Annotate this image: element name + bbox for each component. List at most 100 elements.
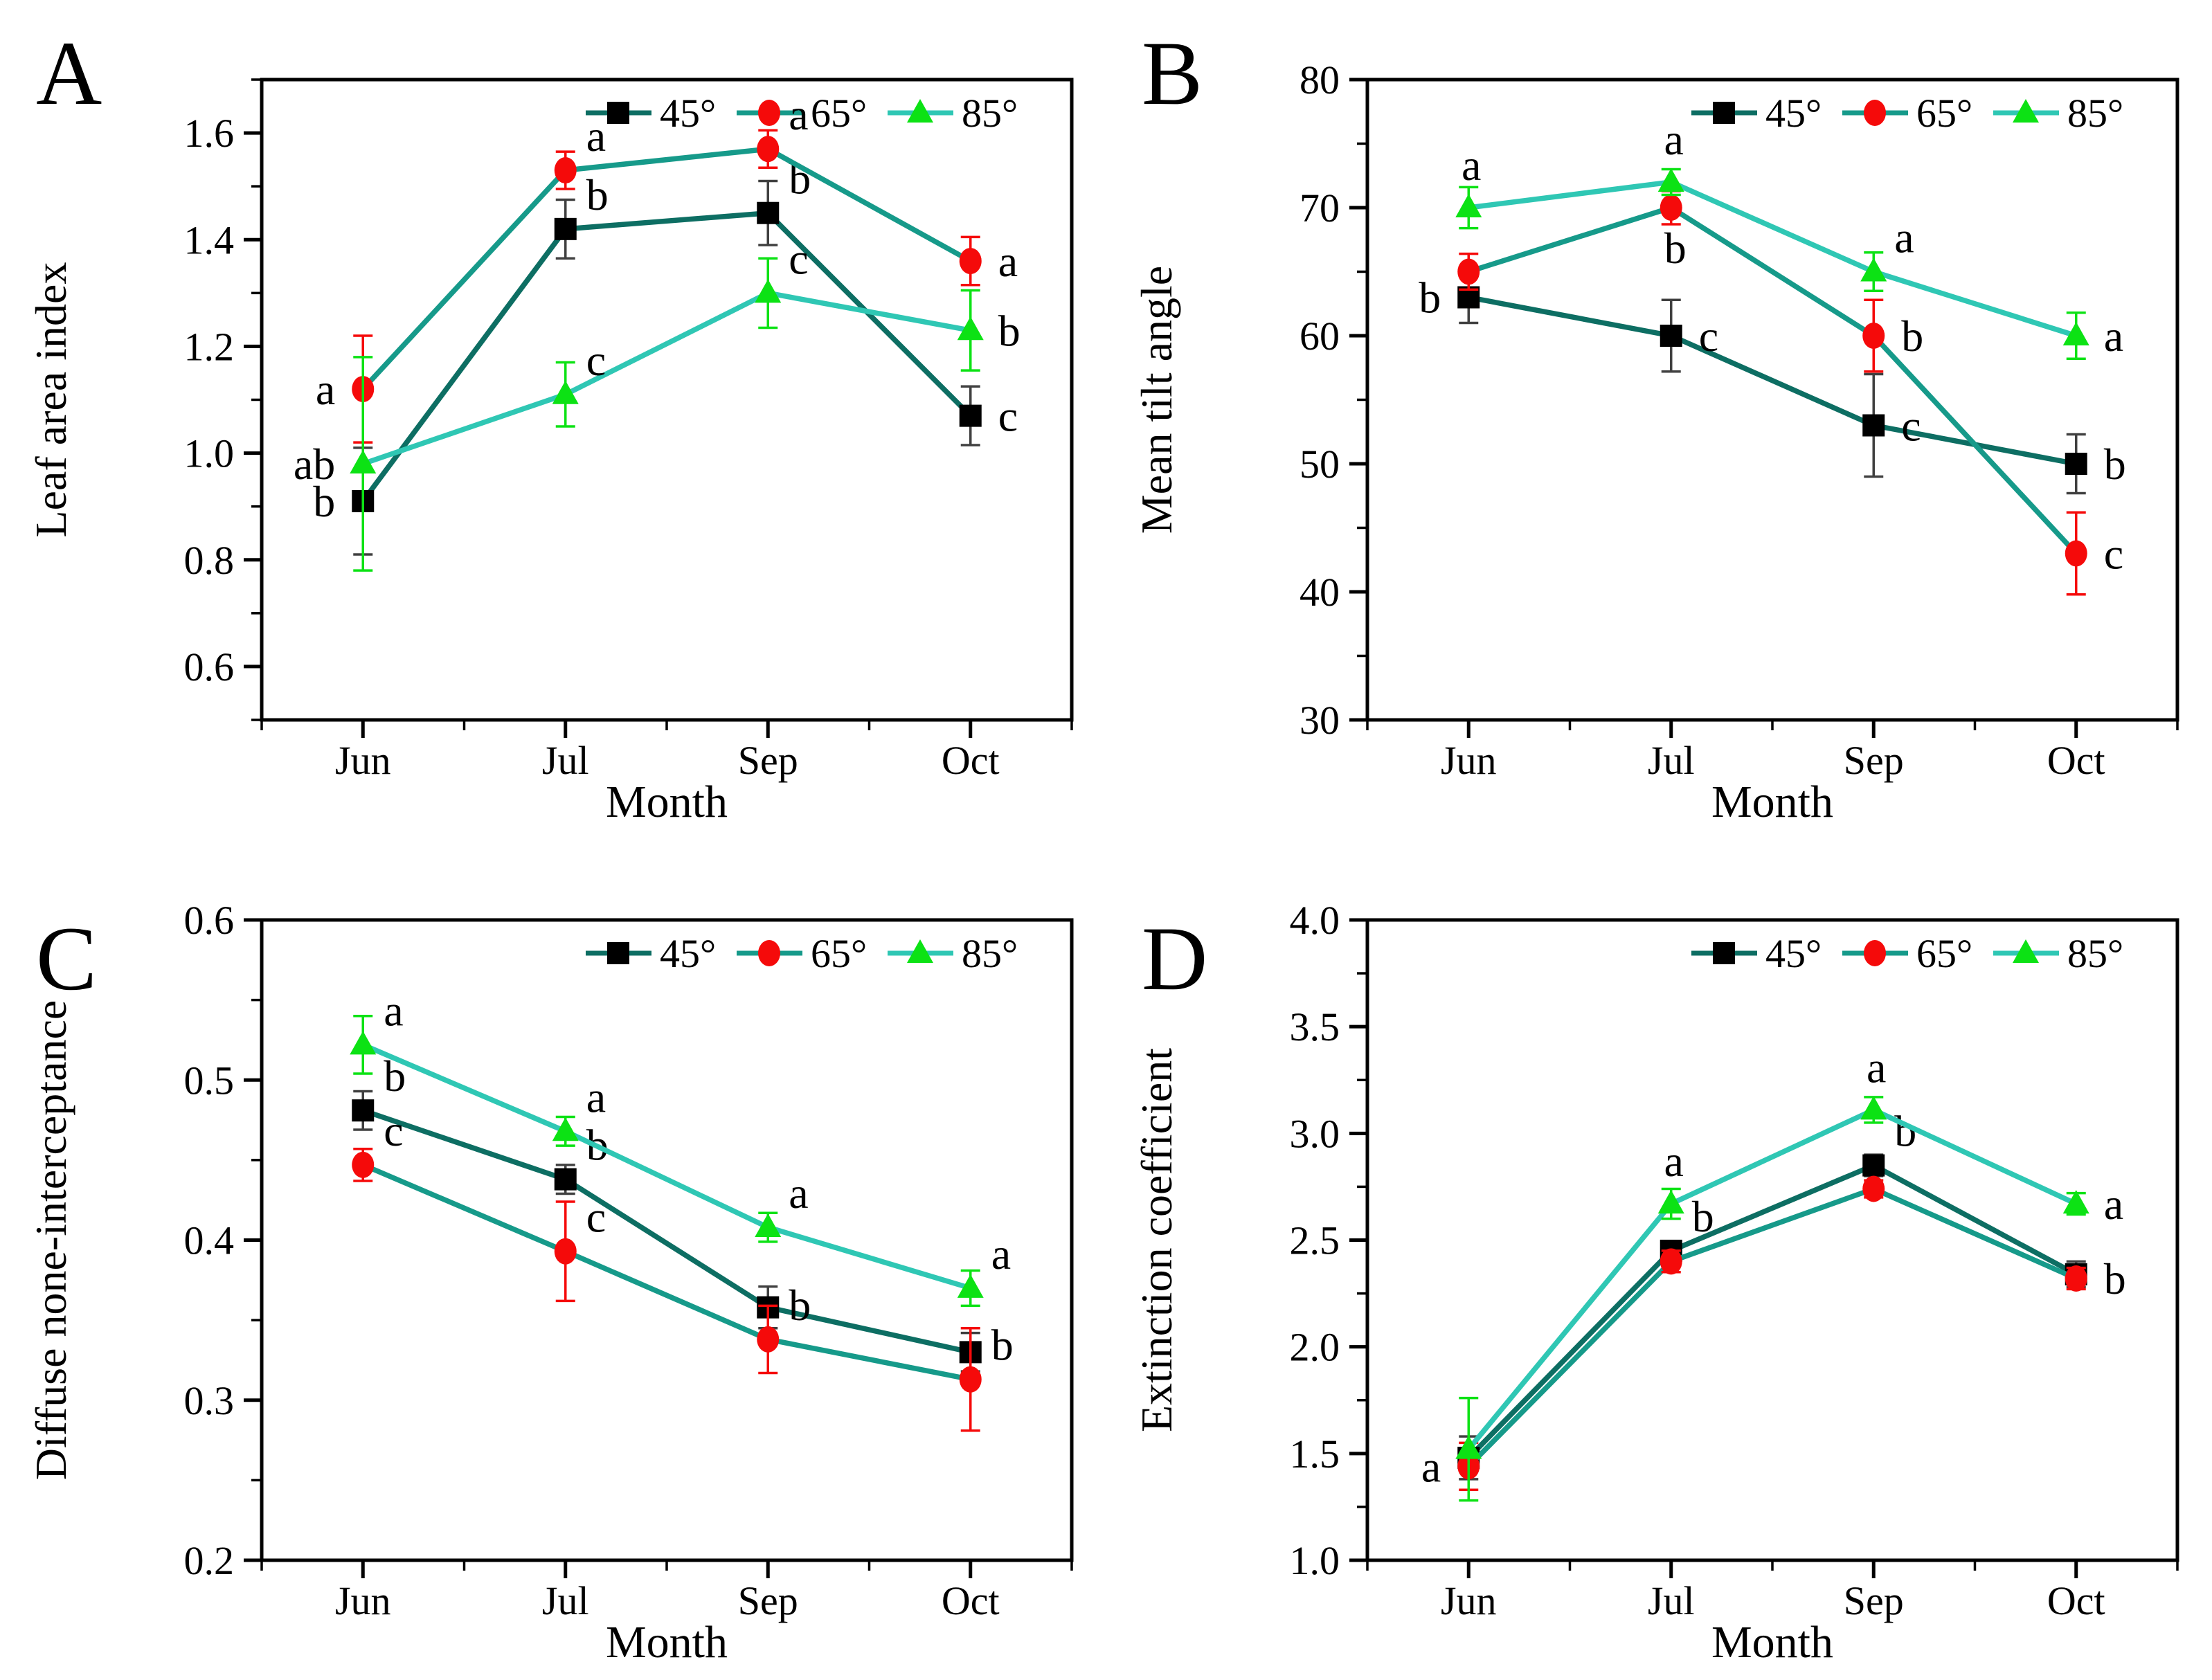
data-point-marker (959, 404, 982, 427)
y-tick-label: 1.6 (184, 111, 235, 156)
significance-letter: ab (294, 440, 335, 489)
panel-d-extinction-coefficient-chart: 1.0 1.5 2.0 2.5 3.0 3.5 4.0 Jun Jul Sep Oct Extinct… (1106, 840, 2211, 1680)
series-line (1468, 294, 2077, 467)
y-axis-title: Diffuse none-interceptance (26, 1000, 75, 1481)
significance-letter: a (789, 90, 808, 139)
panel-c-diffuse-none-interceptance-chart: 0.2 0.3 0.4 0.5 0.6 Jun Jul Sep Oct Diffuse none-… (0, 840, 1106, 1680)
significance-letter: a (1664, 1137, 1684, 1186)
significance-letter: a (789, 1168, 808, 1218)
series-65deg: ab (1421, 1175, 2126, 1491)
data-point-marker (552, 380, 579, 404)
panel-letter: C (36, 907, 97, 1009)
plot-border (260, 918, 1074, 1562)
data-point-marker (755, 279, 782, 303)
x-axis-title: Month (606, 1617, 728, 1668)
legend-triangle-marker (907, 99, 933, 123)
significance-letter: b (1894, 1107, 1916, 1156)
x-tick-label: Jul (542, 1578, 589, 1623)
data-point-marker (552, 1117, 579, 1141)
axes: 30 40 50 60 70 80 Jun Jul Sep Oct (1300, 57, 2179, 783)
y-tick-label: 80 (1300, 57, 1340, 102)
data-point-marker (1660, 325, 1682, 347)
x-tick-label: Jul (1648, 1578, 1695, 1623)
legend-square-marker (1713, 942, 1735, 964)
x-axis-title: Month (1711, 777, 1833, 827)
y-tick-label: 60 (1300, 314, 1340, 359)
legend-label: 45° (1765, 931, 1822, 976)
data-point-marker (1660, 1248, 1682, 1275)
x-tick-label: Jun (335, 1578, 391, 1623)
legend-circle-marker (1864, 940, 1886, 966)
data-point-marker (352, 1099, 375, 1122)
x-tick-label: Jul (542, 738, 589, 783)
legend-label: 85° (2067, 931, 2123, 976)
y-tick-label: 1.0 (1290, 1538, 1340, 1583)
axes: 1.0 1.5 2.0 2.5 3.0 3.5 4.0 Jun Jul Sep Oct (1290, 898, 2179, 1623)
data-point-marker (554, 1238, 577, 1265)
plot-border (1365, 78, 2179, 722)
significance-letter: b (991, 1321, 1014, 1370)
y-tick-label: 2.0 (1290, 1325, 1340, 1370)
data-point-marker (554, 1168, 577, 1191)
y-tick-label: 1.0 (184, 431, 235, 476)
x-tick-label: Jun (1441, 1578, 1497, 1623)
y-tick-label: 0.6 (184, 898, 235, 943)
x-tick-label: Oct (942, 1578, 1000, 1623)
y-tick-label: 50 (1300, 442, 1340, 487)
x-tick-label: Sep (1844, 738, 1904, 783)
legend-label: 45° (660, 931, 716, 976)
significance-letter: b (1901, 311, 1923, 361)
data-point-marker (1860, 1096, 1887, 1120)
significance-letter: a (1867, 1042, 1886, 1092)
y-tick-label: 0.5 (184, 1058, 235, 1103)
series-85deg: a a a a (1455, 115, 2123, 361)
y-tick-label: 0.8 (184, 538, 235, 583)
legend: 45° 65° 85° (586, 91, 1018, 136)
legend-circle-marker (1864, 100, 1886, 126)
significance-letter: b (2104, 1254, 2126, 1303)
data-point-marker (757, 201, 780, 224)
data-point-marker (755, 1213, 782, 1237)
y-tick-label: 30 (1300, 698, 1340, 743)
data-point-marker (959, 248, 982, 275)
panel-letter: D (1142, 907, 1207, 1009)
data-point-marker (350, 450, 377, 473)
y-tick-label: 1.4 (184, 217, 235, 262)
series-85deg: a a a a (350, 986, 1011, 1308)
series-line (1468, 179, 2077, 338)
series-line (1468, 205, 2078, 556)
y-tick-label: 70 (1300, 186, 1340, 231)
significance-letter: a (998, 237, 1018, 286)
significance-letter: c (998, 392, 1018, 441)
x-tick-label: Jul (1648, 738, 1695, 783)
x-tick-label: Jun (1441, 738, 1497, 783)
data-point-marker (1455, 194, 1482, 217)
legend-label: 85° (2067, 91, 2123, 136)
significance-letter: c (789, 234, 808, 283)
data-point-marker (2065, 540, 2087, 567)
significance-letter: a (316, 365, 335, 414)
data-point-marker (350, 1031, 377, 1055)
y-tick-label: 0.4 (184, 1218, 235, 1263)
series-line (362, 290, 971, 467)
significance-letter: b (789, 1281, 811, 1330)
significance-letter: a (1894, 213, 1914, 262)
x-tick-label: Sep (738, 738, 798, 783)
data-point-marker (959, 1366, 982, 1393)
data-point-marker (757, 1326, 780, 1353)
data-point-marker (957, 316, 984, 341)
data-point-marker (554, 217, 577, 240)
panel-a-leaf-area-index-chart: 0.6 0.8 1.0 1.2 1.4 1.6 Jun Jul Sep Oct Leaf area … (0, 0, 1106, 840)
y-tick-label: 2.5 (1290, 1218, 1340, 1263)
y-tick-label: 0.2 (184, 1538, 235, 1583)
data-point-marker (1860, 258, 1887, 282)
legend-circle-marker (758, 940, 780, 966)
panel-b-mean-tilt-angle-chart: 30 40 50 60 70 80 Jun Jul Sep Oct Mean tilt angle M… (1106, 0, 2211, 840)
significance-letter: c (1699, 311, 1718, 361)
series-85deg: a a a (1455, 1042, 2123, 1502)
series-line (362, 1108, 971, 1355)
y-axis-title: Extinction coefficient (1132, 1048, 1181, 1432)
significance-letter: b (1419, 273, 1441, 323)
significance-letter: b (2104, 440, 2126, 489)
